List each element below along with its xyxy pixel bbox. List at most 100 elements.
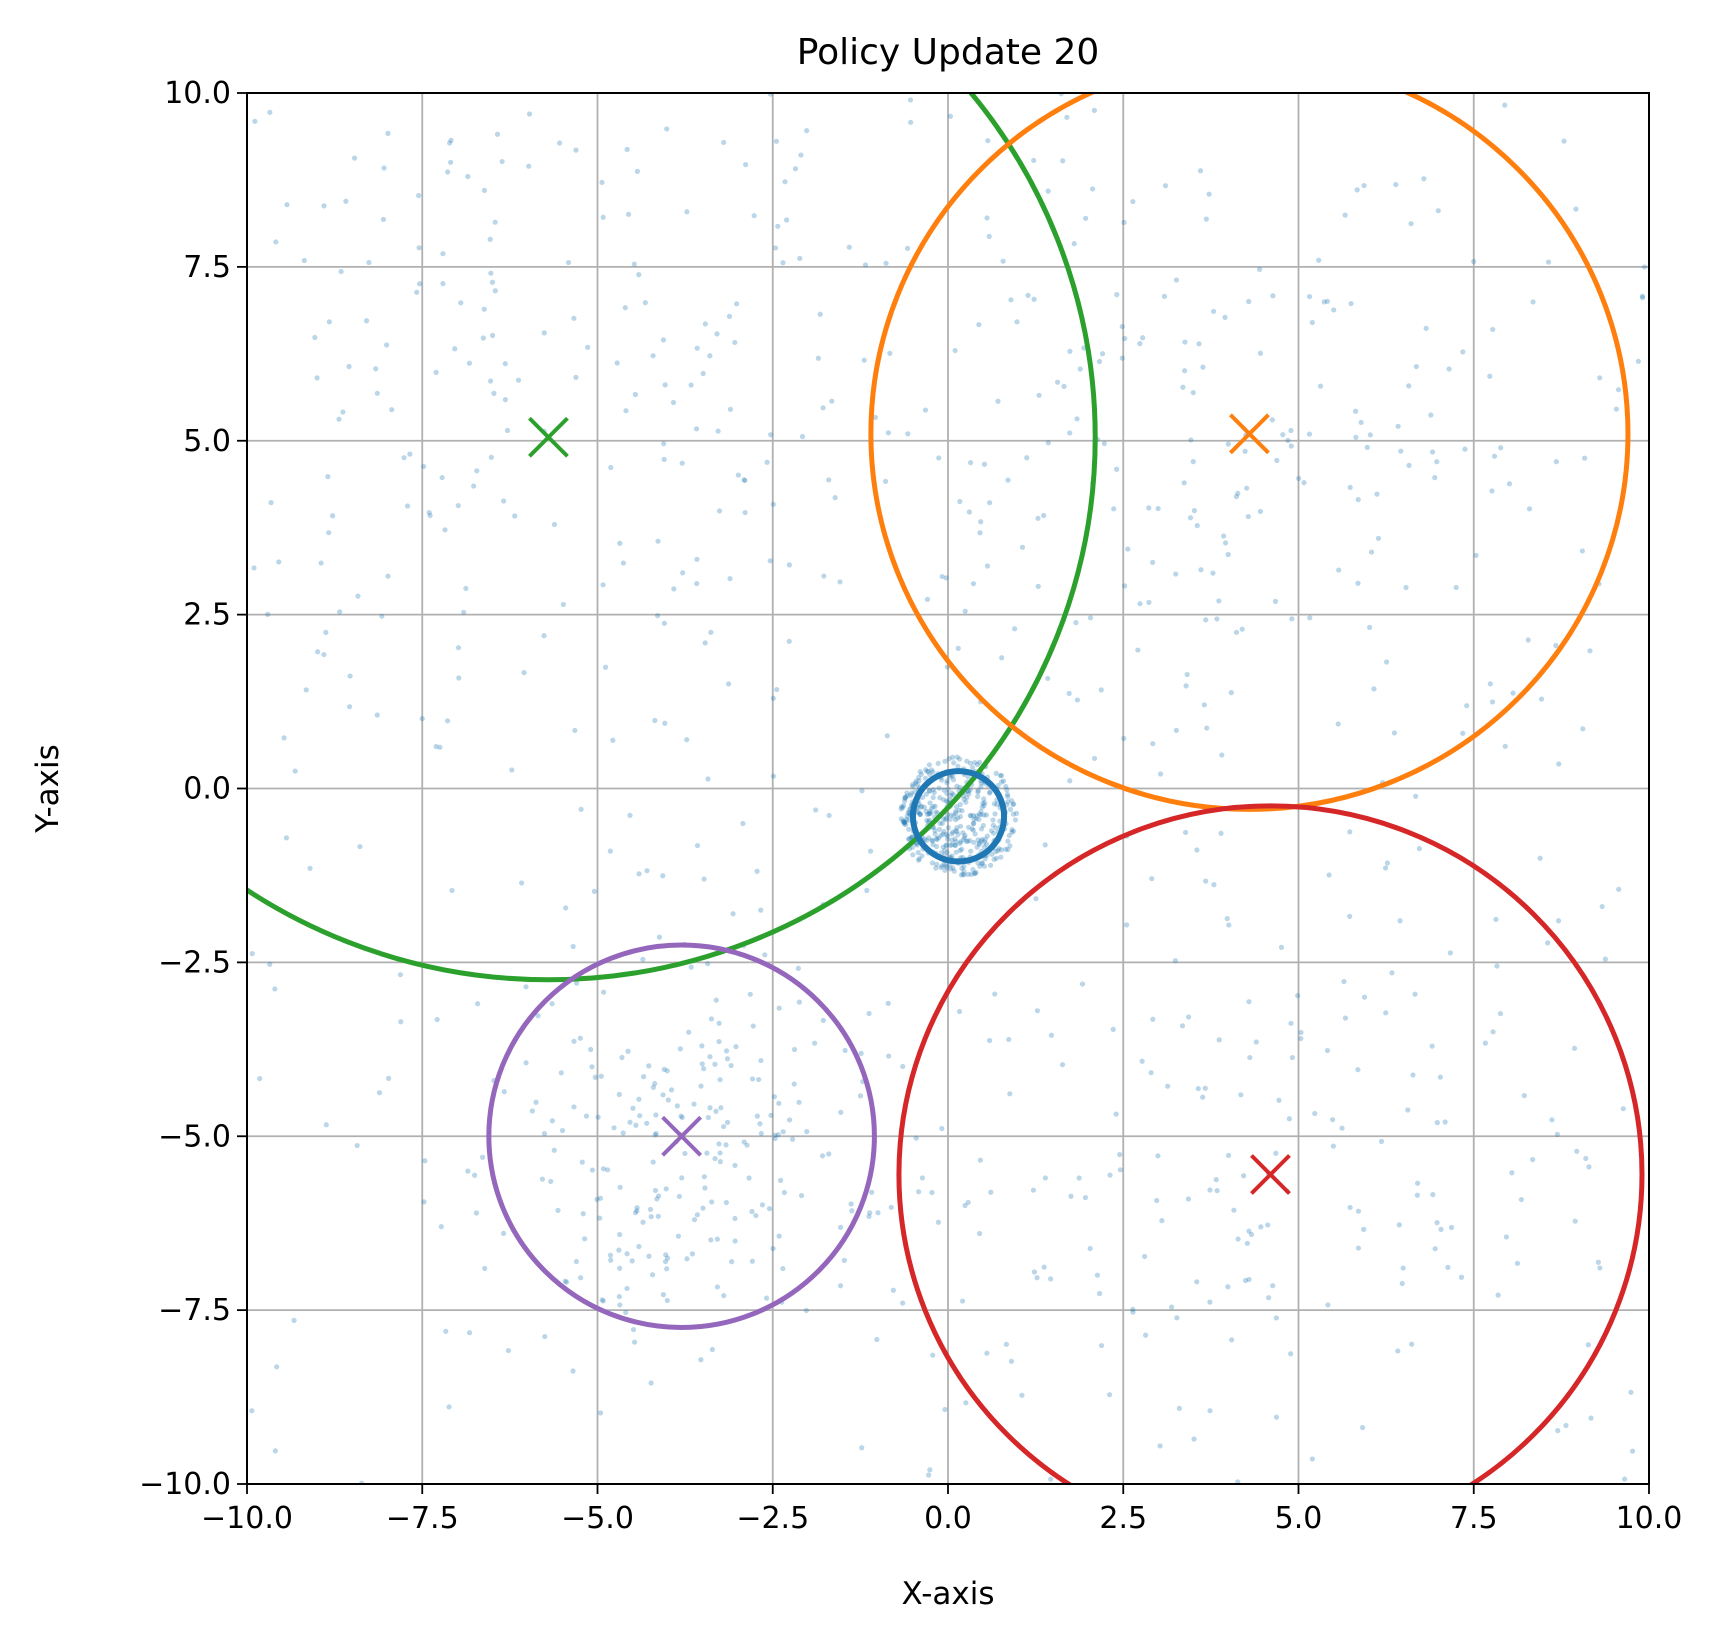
sample-point (842, 1047, 848, 1054)
sample-point (1146, 599, 1152, 605)
sample-point (1272, 598, 1279, 604)
sample-point (970, 866, 976, 873)
sample-point (900, 1300, 906, 1306)
sample-point (937, 795, 943, 801)
sample-point (374, 390, 380, 396)
sample-point (970, 827, 976, 833)
sample-point (699, 1061, 705, 1067)
sample-point (730, 911, 736, 917)
sample-point (1361, 1226, 1367, 1232)
sample-point (1207, 1187, 1213, 1193)
sample-point (716, 508, 723, 514)
sample-point (1371, 686, 1377, 692)
sample-point (945, 825, 951, 831)
sample-point (1493, 916, 1499, 923)
sample-point (386, 1075, 392, 1081)
sample-point (900, 1063, 906, 1070)
sample-point (965, 824, 972, 830)
sample-point (1409, 1341, 1415, 1347)
sample-point (799, 433, 806, 440)
sample-point (798, 1192, 805, 1199)
sample-point (1330, 1117, 1336, 1123)
sample-point (963, 838, 970, 844)
sample-point (1309, 1456, 1315, 1462)
sample-point (1235, 1236, 1241, 1242)
sample-point (912, 780, 919, 786)
sample-point (1036, 392, 1042, 398)
sample-point (1537, 855, 1543, 861)
sample-point (943, 842, 950, 848)
sample-point (577, 1035, 583, 1041)
sample-point (930, 1352, 936, 1358)
sample-point (798, 152, 804, 158)
sample-point (1555, 1428, 1561, 1434)
sample-point (573, 374, 579, 380)
sample-point (326, 319, 332, 325)
sample-point (936, 785, 942, 791)
sample-point (374, 712, 380, 718)
sample-point (1121, 735, 1127, 742)
sample-point (1545, 259, 1552, 265)
sample-point (1298, 1035, 1304, 1042)
sample-point (935, 760, 941, 767)
sample-point (927, 800, 933, 806)
sample-point (837, 1283, 844, 1289)
sample-point (1316, 257, 1322, 263)
sample-point (1077, 366, 1083, 372)
sample-point (1347, 829, 1353, 835)
sample-point (480, 335, 486, 341)
y-tick-label: 2.5 (183, 598, 231, 633)
sample-point (826, 477, 832, 483)
sample-point (1149, 876, 1155, 882)
sample-point (1244, 485, 1250, 491)
sample-point (948, 793, 954, 799)
sample-point (1003, 1341, 1009, 1347)
sample-point (749, 1208, 755, 1215)
sample-point (1554, 1131, 1560, 1137)
sample-point (1545, 940, 1551, 946)
sample-point (622, 305, 628, 311)
sample-point (1226, 922, 1232, 928)
sample-point (708, 1016, 715, 1022)
sample-point (702, 640, 708, 646)
sample-point (967, 812, 973, 819)
sample-point (991, 801, 998, 807)
sample-point (466, 360, 473, 366)
sample-point (1076, 1175, 1082, 1181)
sample-point (954, 828, 960, 835)
sample-point (951, 760, 957, 766)
sample-point (604, 1167, 611, 1173)
sample-point (1231, 1207, 1237, 1213)
sample-point (1355, 1245, 1362, 1251)
sample-point (650, 1084, 657, 1090)
sample-point (1218, 830, 1224, 836)
sample-point (1395, 423, 1401, 429)
sample-point (796, 1099, 802, 1105)
sample-point (933, 865, 939, 871)
sample-point (975, 788, 981, 794)
sample-point (1602, 956, 1608, 962)
sample-point (901, 802, 907, 809)
sample-point (1000, 258, 1006, 264)
sample-point (1491, 453, 1498, 459)
sample-point (1502, 102, 1508, 108)
sample-point (1574, 1148, 1580, 1154)
sample-point (1495, 1292, 1501, 1298)
sample-point (965, 838, 971, 844)
sample-point (670, 399, 677, 406)
sample-point (1194, 522, 1200, 529)
x-tick-label: −7.5 (386, 1501, 459, 1536)
sample-point (1396, 1222, 1402, 1228)
sample-point (707, 1054, 713, 1060)
sample-point (1628, 1389, 1634, 1395)
sample-point (1414, 1180, 1421, 1186)
sample-point (1139, 1058, 1145, 1064)
sample-point (1391, 730, 1398, 736)
sample-point (636, 871, 642, 877)
sample-point (980, 822, 986, 829)
sample-point (940, 797, 947, 803)
sample-point (397, 972, 404, 978)
sample-point (549, 1118, 555, 1124)
sample-point (772, 245, 779, 251)
sample-point (652, 1132, 658, 1138)
